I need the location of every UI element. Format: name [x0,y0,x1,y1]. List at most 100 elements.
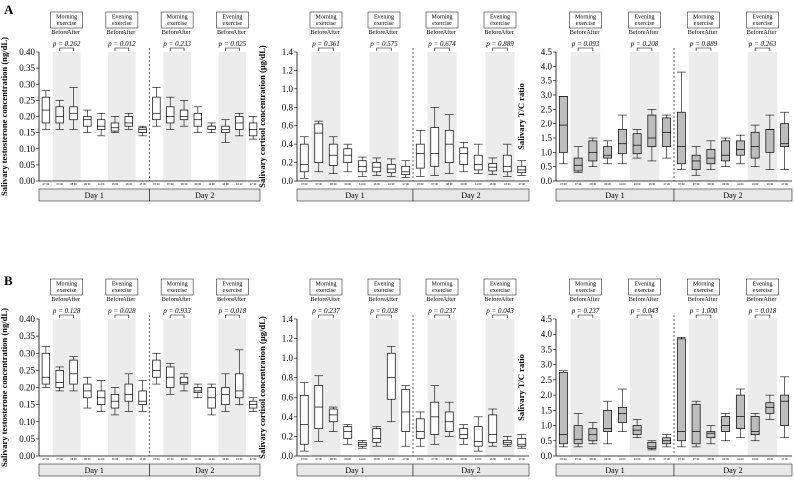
y-tick-label: 0.00 [19,451,35,461]
time-label: 11:00 [737,457,744,461]
significance-bracket [754,314,771,318]
y-tick-label: 0.40 [19,47,35,57]
exercise-label: Evening [635,15,655,21]
box [632,133,642,155]
box [179,109,189,121]
box [444,129,454,163]
box [488,414,498,443]
y-tick-label: 0.6 [282,392,294,402]
day-label: Day 2 [195,191,214,200]
time-label: 17:30 [781,182,788,186]
exercise-label: exercise [490,288,510,294]
y-tick-label: 4.0 [541,329,553,339]
after-label: After [122,296,135,303]
box [765,129,775,153]
y-tick-label: 0.35 [19,63,35,73]
box [386,352,396,400]
box [721,416,731,432]
box [750,131,760,159]
exercise-label: Evening [490,282,510,288]
significance-bracket [376,314,392,318]
significance-bracket [754,47,771,51]
time-label: 17:30 [781,457,788,461]
after-label: After [385,296,398,303]
exercise-label-box [483,11,517,29]
time-label: 09:30 [604,457,611,461]
time-label: 07:30 [56,182,63,186]
after-label: After [443,296,456,303]
time-label: 16:30 [388,182,395,186]
y-tick-label: 0.35 [19,331,35,341]
p-value: p = 0.028 [107,307,136,315]
time-label: 07:30 [693,457,700,461]
significance-bracket [434,314,450,318]
box [299,143,309,173]
box [780,123,790,147]
time-label: 17:30 [250,457,257,461]
p-value: p = 0.237 [427,307,456,315]
box [372,428,382,443]
exercise-label: exercise [576,21,596,27]
y-tick-label: 1.4 [282,47,294,57]
exercise-label-box [367,11,401,29]
time-label: 08:30 [330,182,337,186]
after-label: After [327,29,340,36]
box [502,154,512,173]
shaded-region [369,52,399,181]
exercise-label-box [160,278,194,296]
time-label: 17:30 [139,457,146,461]
significance-bracket [59,314,74,318]
y-tick-label: 0.4 [282,139,294,149]
day-label: Day 1 [85,191,104,200]
y-tick-label: 1.2 [282,65,293,75]
y-tick-label: 0.40 [19,314,35,324]
exercise-label: Evening [112,282,132,288]
p-value: p = 0.263 [748,40,777,48]
after-label: After [67,296,80,303]
y-tick-label: 2.0 [541,119,553,129]
after-label: After [501,29,514,36]
box [415,418,425,439]
p-value: p = 0.093 [571,40,600,48]
day-label: Day 1 [85,466,104,475]
y-tick-label: 4.0 [541,61,553,71]
time-label: 08:30 [446,182,453,186]
exercise-label: exercise [223,288,243,294]
y-tick-label: 0.25 [19,95,35,105]
after-label: After [443,29,456,36]
charts: 0.00 0.05 0.10 0.15 0.20 0.25 0.30 0.35 0.40 Sali… [0,11,793,477]
chart-4: 0.00 0.05 0.10 0.15 0.20 0.25 0.30 0.35 0.40 Sali… [0,278,261,477]
p-value: p = 0.237 [571,307,600,315]
y-tick-label: 4.5 [541,314,553,324]
y-axis-label: Salivary T/C ratio [516,354,526,421]
time-label: 07:30 [575,457,582,461]
significance-bracket [318,314,334,318]
exercise-label: Morning [56,282,77,288]
y-tick-label: 0.25 [19,365,35,375]
exercise-label: exercise [57,21,77,27]
exercise-label: exercise [167,21,187,27]
time-label: 11:00 [98,182,105,186]
box [83,116,92,127]
before-label: Before [688,29,705,36]
box [473,154,483,171]
exercise-label-box [569,11,602,29]
exercise-label: exercise [374,21,394,27]
y-tick-label: 1.0 [282,84,294,94]
after-label: After [178,296,191,303]
box [41,352,51,385]
exercise-label: exercise [635,288,655,294]
p-value: p = 0.025 [218,40,247,48]
p-value: p = 0.043 [630,307,659,315]
box [343,148,353,163]
time-label: 16:30 [504,182,511,186]
significance-bracket [225,314,240,318]
exercise-label: Morning [575,282,596,288]
day-label: Day 2 [461,466,480,475]
exercise-label: Morning [432,15,453,21]
time-label: 17:30 [403,457,410,461]
significance-bracket [318,47,334,51]
significance-bracket [695,314,712,318]
box [459,428,469,439]
significance-bracket [59,47,74,51]
